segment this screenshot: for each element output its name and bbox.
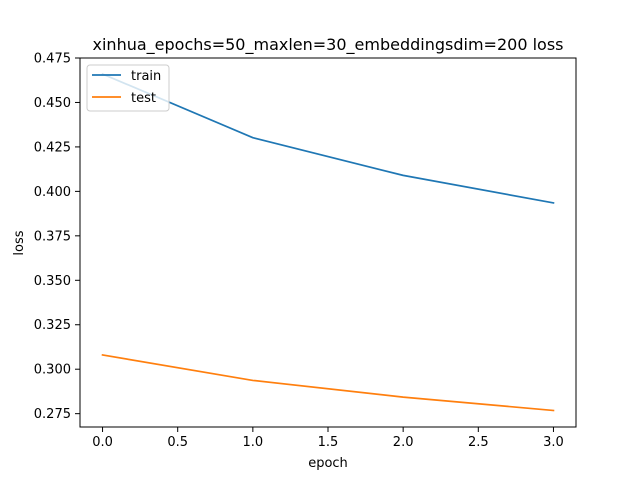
- x-tick-label: 0.5: [167, 435, 188, 450]
- x-axis-label: epoch: [308, 456, 348, 471]
- legend-box: [86, 64, 170, 112]
- series-layer: [101, 72, 555, 412]
- y-tick-label: 0.325: [34, 318, 71, 333]
- y-tick-label: 0.300: [34, 363, 71, 378]
- x-tick-label: 2.0: [393, 435, 414, 450]
- y-tick-label: 0.375: [34, 229, 71, 244]
- legend-label-test: test: [131, 91, 156, 106]
- y-tick-label: 0.425: [34, 140, 71, 155]
- y-axis-label: loss: [12, 230, 27, 255]
- series-line-test: [101, 354, 555, 412]
- legend: train test: [86, 64, 170, 112]
- legend-label-train: train: [131, 69, 161, 84]
- y-tick-label: 0.400: [34, 185, 71, 200]
- x-tick-label: 3.0: [543, 435, 564, 450]
- y-tick-label: 0.350: [34, 274, 71, 289]
- x-axis: 0.0 0.5 1.0 1.5 2.0 2.5 3.0: [92, 427, 564, 450]
- x-tick-label: 0.0: [92, 435, 113, 450]
- chart-title: xinhua_epochs=50_maxlen=30_embeddingsdim…: [93, 35, 564, 55]
- x-tick-label: 2.5: [468, 435, 489, 450]
- y-tick-label: 0.475: [34, 52, 71, 67]
- y-tick-label: 0.450: [34, 96, 71, 111]
- series-line-train: [101, 72, 555, 204]
- x-tick-label: 1.0: [243, 435, 264, 450]
- x-tick-label: 1.5: [318, 435, 339, 450]
- y-axis: 0.275 0.300 0.325 0.350 0.375 0.400 0.425 0.450…: [34, 52, 80, 422]
- y-tick-label: 0.275: [34, 407, 71, 422]
